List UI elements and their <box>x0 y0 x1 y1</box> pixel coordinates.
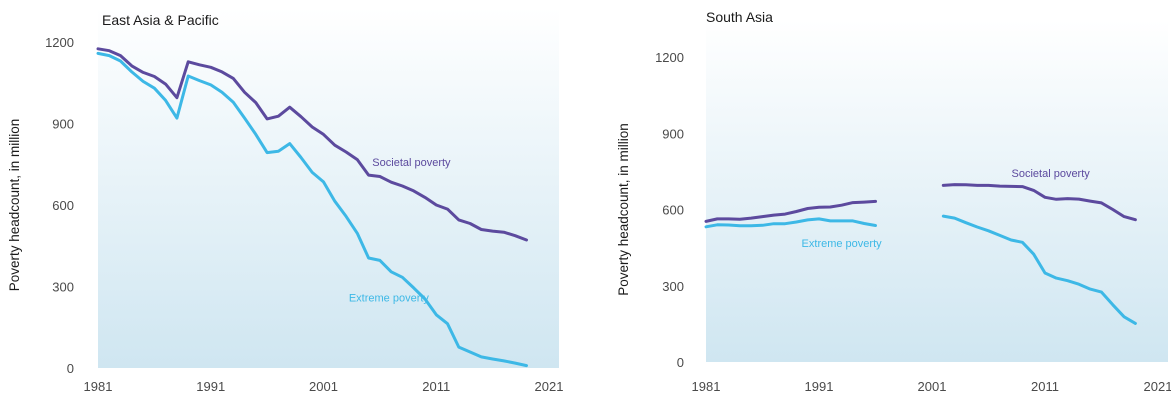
x-tick-label: 1991 <box>805 379 834 394</box>
x-tick-label: 2011 <box>422 379 450 394</box>
societal-poverty-label: Societal poverty <box>372 157 451 169</box>
y-tick-label: 300 <box>52 280 74 295</box>
y-axis-label: Poverty headcount, in million <box>616 123 631 296</box>
extreme-poverty-line <box>704 217 877 229</box>
y-tick-label: 300 <box>662 279 684 294</box>
extreme-poverty-label: Extreme poverty <box>802 238 883 250</box>
societal-poverty-label: Societal poverty <box>1012 168 1091 180</box>
y-axis-label: Poverty headcount, in million <box>7 119 22 292</box>
y-tick-label: 0 <box>67 361 74 376</box>
y-tick-label: 600 <box>52 198 74 213</box>
societal-poverty-line <box>96 47 528 242</box>
societal-poverty-line <box>941 183 1137 222</box>
x-tick-label: 1981 <box>84 379 113 394</box>
y-tick-label: 1200 <box>45 35 74 50</box>
y-tick-label: 600 <box>662 203 684 218</box>
x-tick-label: 2001 <box>918 379 947 394</box>
x-tick-label: 2001 <box>309 379 338 394</box>
x-tick-label: 1991 <box>196 379 225 394</box>
plot-area <box>706 20 1168 362</box>
chart-2: South Asia Poverty headcount, in million 0… <box>616 9 1171 394</box>
chart-title: East Asia & Pacific <box>102 12 219 28</box>
y-tick-label: 0 <box>677 355 684 370</box>
y-tick-label: 900 <box>662 126 684 141</box>
chart-1: East Asia & Pacific Poverty headcount, in… <box>7 8 563 394</box>
extreme-poverty-label: Extreme poverty <box>349 292 430 304</box>
x-tick-label: 2011 <box>1031 379 1059 394</box>
societal-poverty-line <box>704 199 877 223</box>
y-tick-label: 1200 <box>655 50 684 65</box>
chart-title: South Asia <box>706 9 773 25</box>
x-tick-label: 2021 <box>1144 379 1171 394</box>
x-tick-label: 2021 <box>535 379 564 394</box>
x-tick-label: 1981 <box>692 379 721 394</box>
y-tick-label: 900 <box>52 117 74 132</box>
extreme-poverty-line <box>96 51 528 368</box>
extreme-poverty-line <box>941 214 1137 325</box>
